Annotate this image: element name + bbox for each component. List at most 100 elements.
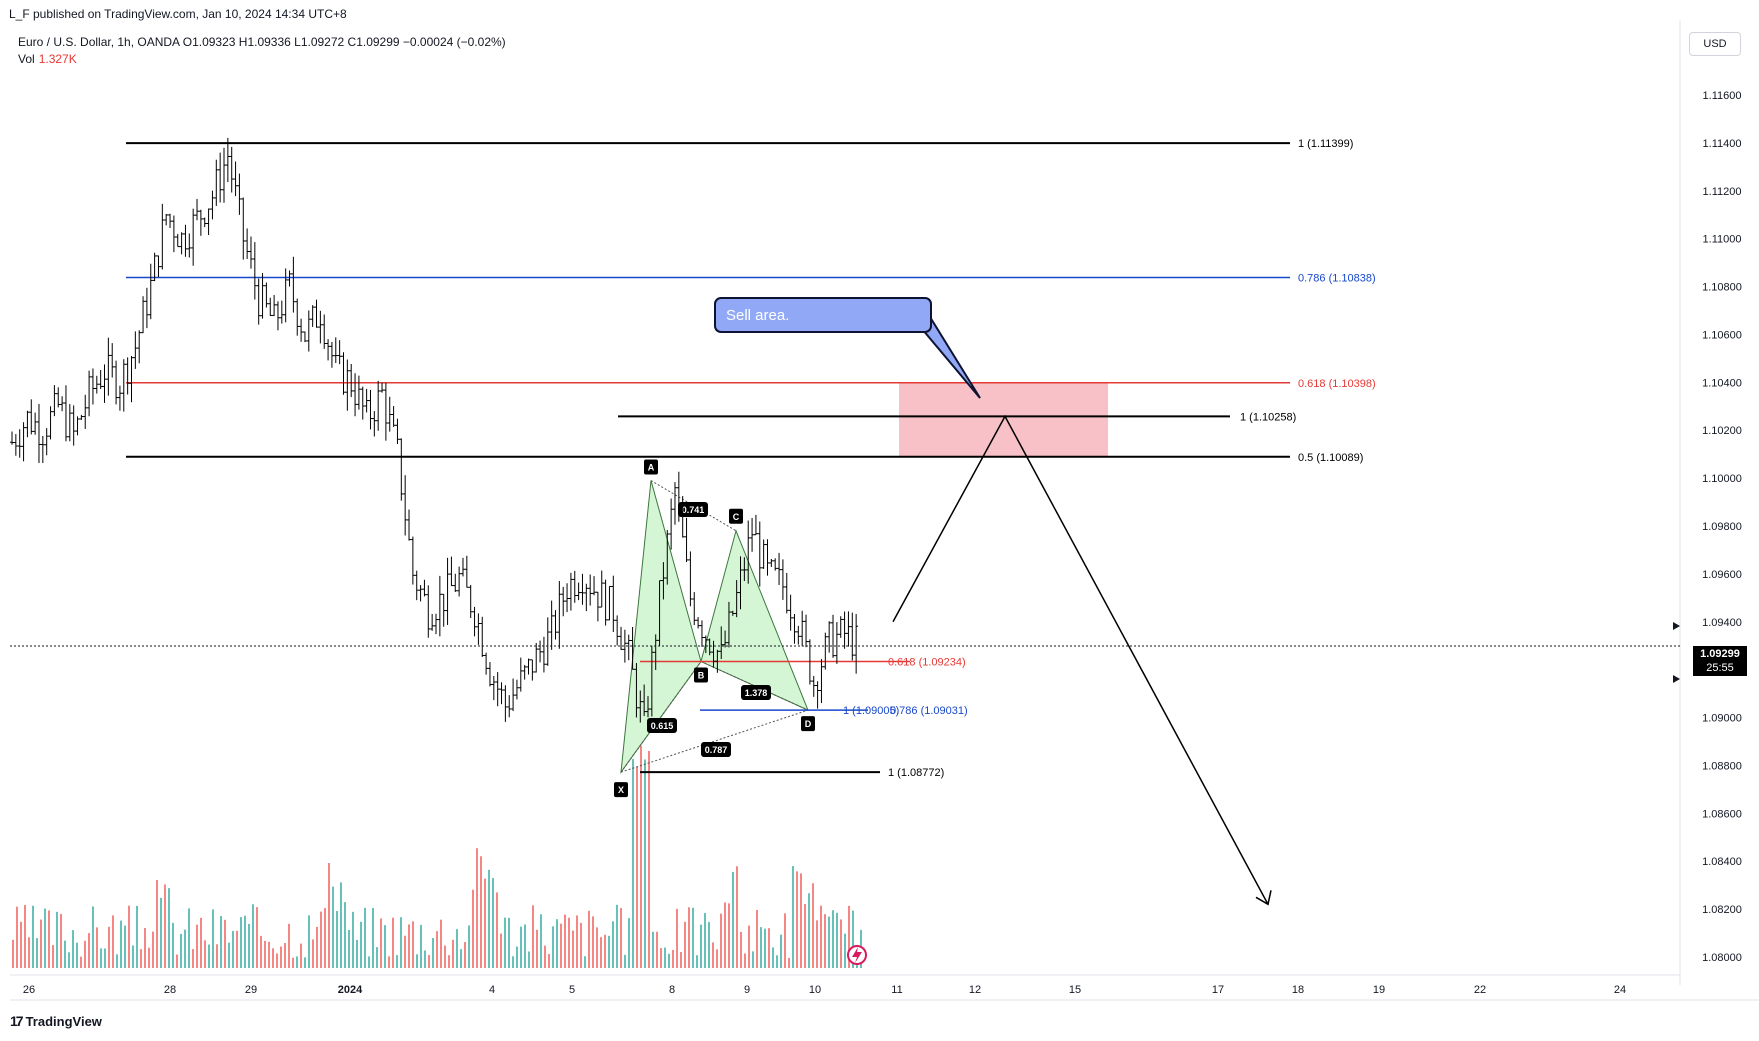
volume-bar bbox=[376, 947, 378, 968]
volume-bar bbox=[264, 940, 266, 968]
volume-bar bbox=[528, 951, 530, 968]
volume-bar bbox=[440, 919, 442, 968]
fib-level-label: 1 (1.09005) bbox=[843, 705, 899, 717]
sell-area-callout[interactable]: Sell area. bbox=[714, 297, 932, 333]
volume-bar bbox=[680, 951, 682, 968]
volume-bar bbox=[40, 919, 42, 968]
volume-bar bbox=[724, 902, 726, 968]
ratio-label: 0.615 bbox=[651, 721, 674, 731]
time-axis[interactable]: 26 28 29 2024 4 5 8 9 10 11 12 15 17 18 19 22 24 bbox=[23, 984, 1626, 996]
symbol-info[interactable]: Euro / U.S. Dollar, 1h, OANDA O1.09323 H… bbox=[18, 35, 506, 49]
volume-bar bbox=[812, 883, 814, 968]
volume-bar bbox=[184, 929, 186, 968]
volume-legend[interactable]: Vol 1.327K bbox=[18, 52, 77, 66]
volume-bar bbox=[176, 954, 178, 968]
ratio-line-xb bbox=[620, 661, 702, 773]
volume-bar bbox=[156, 880, 158, 968]
fib-level-label: 1 (1.11399) bbox=[1298, 138, 1353, 150]
volume-bar bbox=[132, 945, 134, 968]
volume-bar bbox=[244, 915, 246, 968]
volume-bar bbox=[196, 924, 198, 968]
volume-bar bbox=[804, 904, 806, 968]
price-tick-label: 1.08400 bbox=[1702, 856, 1742, 868]
volume-bar bbox=[200, 917, 202, 968]
volume-bar bbox=[780, 934, 782, 968]
volume-bar bbox=[236, 930, 238, 968]
volume-bar bbox=[384, 925, 386, 968]
volume-bar bbox=[768, 928, 770, 968]
volume-bar bbox=[180, 933, 182, 968]
xabcd-pattern[interactable]: 0.741 1.378 0.615 0.787 X A B C D bbox=[614, 459, 815, 798]
volume-bar bbox=[324, 908, 326, 968]
volume-bar bbox=[608, 935, 610, 968]
tradingview-logo[interactable]: 17 TradingView bbox=[10, 1013, 102, 1029]
time-tick-label: 8 bbox=[669, 984, 675, 996]
currency-button[interactable]: USD bbox=[1689, 32, 1741, 56]
volume-bar bbox=[308, 915, 310, 968]
volume-bar bbox=[172, 922, 174, 968]
volume-bar bbox=[732, 871, 734, 968]
volume-bar bbox=[192, 949, 194, 968]
pattern-point-badge bbox=[644, 459, 658, 475]
volume-bar bbox=[624, 954, 626, 968]
volume-bar bbox=[748, 925, 750, 968]
volume-bar bbox=[288, 923, 290, 968]
volume-bar bbox=[48, 910, 50, 968]
volume-bar bbox=[820, 905, 822, 968]
volume-bar bbox=[508, 917, 510, 968]
volume-bar bbox=[420, 924, 422, 968]
fib-level-label: 1 (1.08772) bbox=[888, 767, 944, 779]
price-tick-label: 1.11600 bbox=[1703, 90, 1742, 102]
fib-levels[interactable]: 1 (1.11399) 0.786 (1.10838) 0.618 (1.10398… bbox=[126, 138, 1376, 779]
volume-bar bbox=[368, 956, 370, 968]
time-tick-label: 12 bbox=[969, 984, 981, 996]
volume-bar bbox=[88, 933, 90, 968]
candles bbox=[10, 137, 859, 723]
ratio-badge bbox=[741, 685, 771, 700]
volume-bar bbox=[152, 931, 154, 968]
price-tick-label: 1.09800 bbox=[1702, 521, 1742, 533]
volume-bar bbox=[524, 924, 526, 968]
time-tick-label: 26 bbox=[23, 984, 35, 996]
volume-bar bbox=[792, 866, 794, 968]
lightning-icon[interactable] bbox=[847, 945, 867, 965]
volume-bar bbox=[136, 905, 138, 968]
volume-bar bbox=[720, 913, 722, 968]
volume-bar bbox=[816, 920, 818, 968]
ratio-label: 1.378 bbox=[745, 688, 768, 698]
volume-bar bbox=[444, 945, 446, 968]
volume-bar bbox=[372, 907, 374, 968]
pattern-point-badge bbox=[801, 716, 815, 732]
volume-bar bbox=[496, 892, 498, 968]
projection-arrowhead-icon bbox=[1255, 890, 1272, 906]
volume-bar bbox=[640, 745, 642, 968]
volume-bar bbox=[284, 942, 286, 968]
pattern-point-badge bbox=[694, 667, 708, 683]
volume-bar bbox=[764, 928, 766, 968]
ratio-label: 0.787 bbox=[705, 745, 728, 755]
last-price-value: 1.09299 bbox=[1700, 648, 1740, 660]
volume-bar bbox=[808, 893, 810, 968]
volume-bar bbox=[124, 925, 126, 968]
volume-bar bbox=[596, 927, 598, 968]
volume-bar bbox=[664, 947, 666, 968]
volume-bar bbox=[852, 910, 854, 968]
volume-bar bbox=[240, 917, 242, 968]
volume-bar bbox=[644, 759, 646, 968]
volume-bar bbox=[652, 931, 654, 968]
time-tick-label: 17 bbox=[1212, 984, 1224, 996]
fib-level-label: 0.786 (1.09031) bbox=[890, 705, 968, 717]
projection-path[interactable] bbox=[892, 414, 1272, 906]
price-tick-label: 1.09000 bbox=[1702, 713, 1742, 725]
price-tick-label: 1.11400 bbox=[1703, 138, 1742, 150]
volume-bar bbox=[436, 931, 438, 968]
volume-bar bbox=[304, 957, 306, 968]
volume-bar bbox=[364, 907, 366, 968]
volume-bar bbox=[164, 884, 166, 968]
volume-bar bbox=[592, 916, 594, 968]
volume-bar bbox=[628, 918, 630, 968]
volume-bar bbox=[296, 956, 298, 968]
volume-bar bbox=[480, 856, 482, 968]
volume-bar bbox=[224, 919, 226, 968]
